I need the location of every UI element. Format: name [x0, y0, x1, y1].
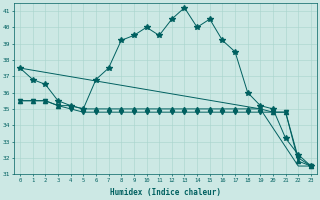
- X-axis label: Humidex (Indice chaleur): Humidex (Indice chaleur): [110, 188, 221, 197]
